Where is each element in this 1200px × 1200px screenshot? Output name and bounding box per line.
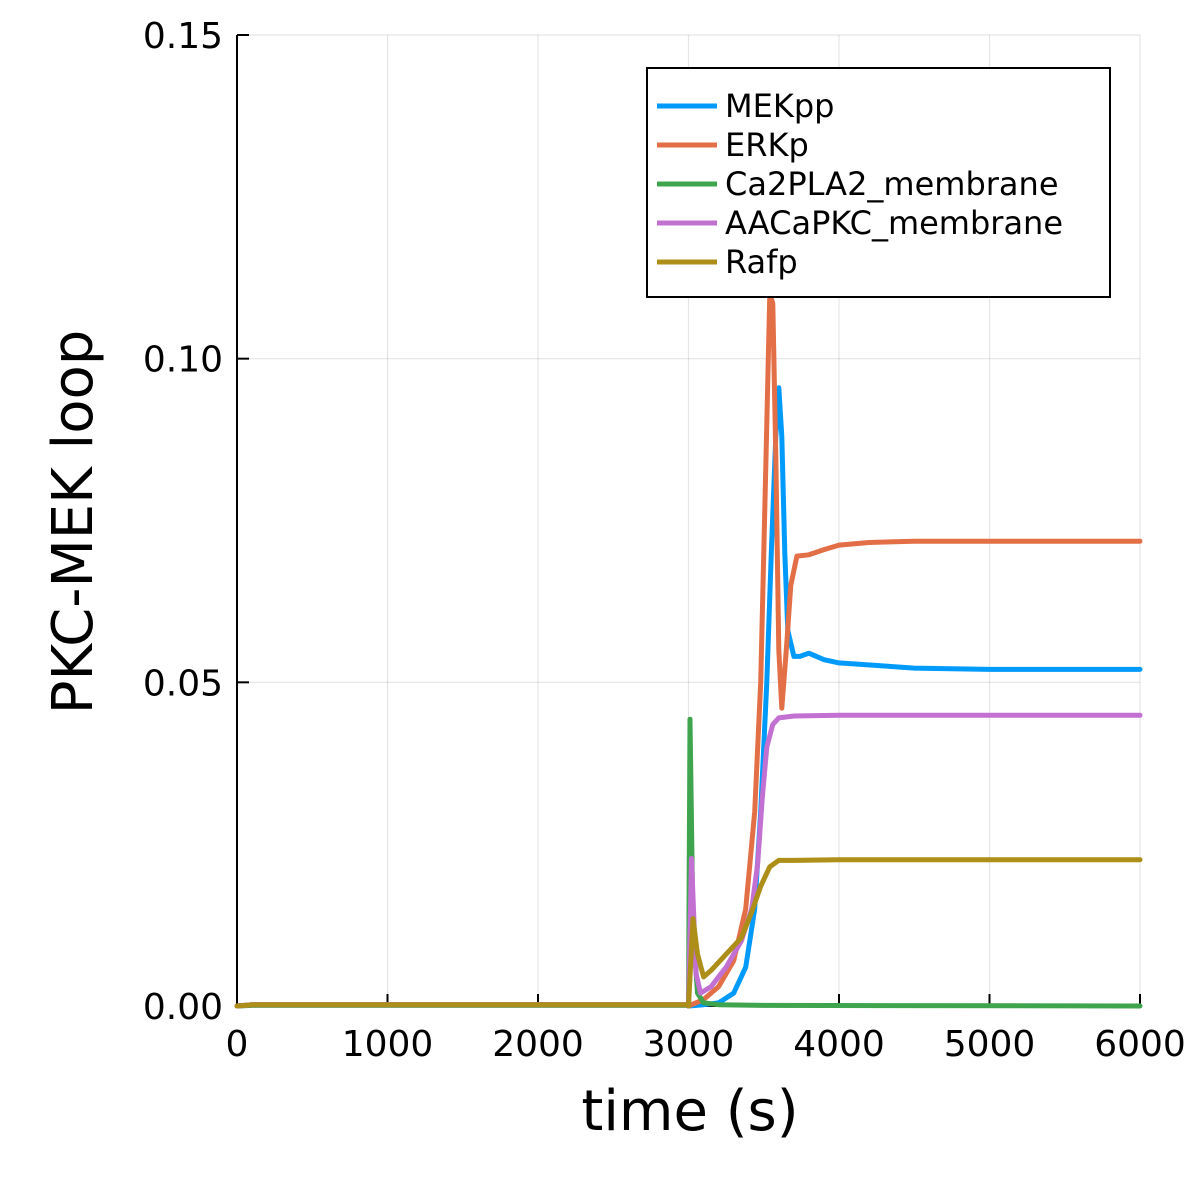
legend-label: MEKpp xyxy=(725,87,834,125)
x-tick-label: 0 xyxy=(226,1024,249,1065)
y-tick-label: 0.15 xyxy=(143,16,223,57)
y-tick-label: 0.00 xyxy=(143,987,223,1028)
y-tick-label: 0.10 xyxy=(143,340,223,381)
y-tick-label: 0.05 xyxy=(143,663,223,704)
x-tick-label: 5000 xyxy=(944,1024,1036,1065)
legend-box xyxy=(646,67,1111,298)
x-tick-label: 6000 xyxy=(1094,1024,1186,1065)
tick-labels: 0 1000 2000 3000 4000 5000 6000 0.00 0.05 0.10 0.1… xyxy=(143,16,1186,1065)
legend: MEKppERKpCa2PLA2_membraneAACaPKC_membran… xyxy=(646,67,1111,298)
x-tick-label: 2000 xyxy=(492,1024,584,1065)
series-line-rafp xyxy=(234,857,1143,1009)
legend-label: Rafp xyxy=(725,243,798,281)
series-line-erkp xyxy=(234,291,1143,1009)
series-lines xyxy=(234,291,1143,1009)
y-axis-title: PKC-MEK loop xyxy=(41,330,106,715)
legend-label: AACaPKC_membrane xyxy=(725,204,1063,242)
x-axis-title: time (s) xyxy=(581,1079,798,1144)
legend-label: Ca2PLA2_membrane xyxy=(725,165,1059,203)
x-tick-label: 3000 xyxy=(643,1024,735,1065)
x-tick-label: 4000 xyxy=(793,1024,885,1065)
x-tick-label: 1000 xyxy=(342,1024,434,1065)
legend-label: ERKp xyxy=(725,126,809,164)
